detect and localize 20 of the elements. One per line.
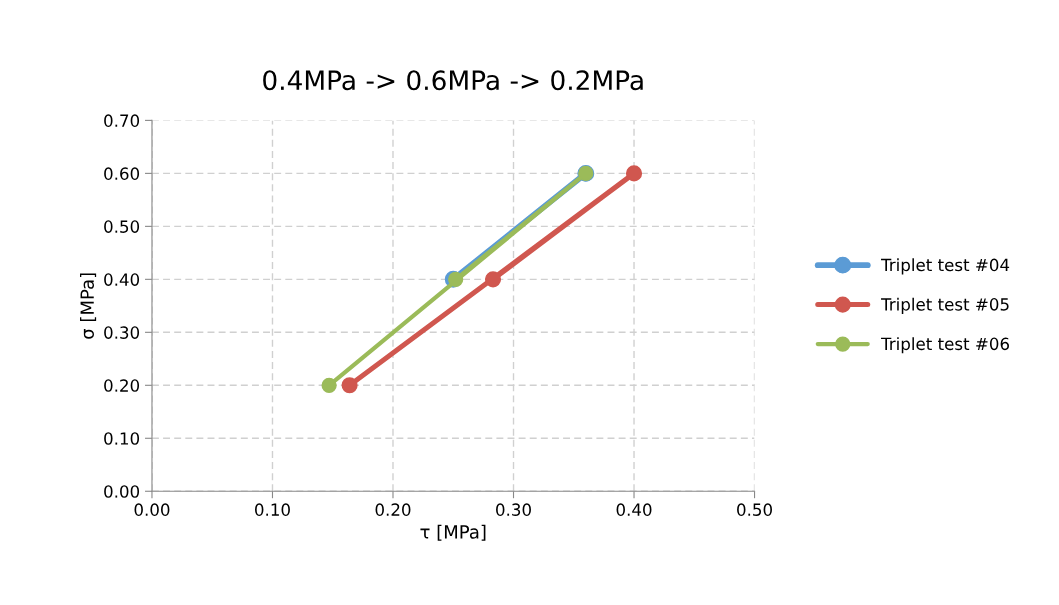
x-tick-label: 0.50 xyxy=(737,503,772,516)
x-tick-label: 0.00 xyxy=(134,503,170,516)
legend-label: Triplet test #06 xyxy=(881,337,1010,354)
y-tick-label: 0.00 xyxy=(104,485,140,498)
x-axis-title: τ [MPa] xyxy=(420,524,486,541)
y-tick-label: 0.40 xyxy=(104,273,140,286)
x-tick-label: 0.40 xyxy=(616,503,652,516)
y-tick-label: 0.20 xyxy=(104,379,140,392)
y-tick-label: 0.50 xyxy=(104,220,140,233)
y-tick-label: 0.30 xyxy=(104,326,140,339)
y-tick-label: 0.70 xyxy=(104,114,140,127)
x-tick-label: 0.30 xyxy=(496,503,531,516)
legend-label: Triplet test #04 xyxy=(881,258,1010,275)
y-tick-label: 0.10 xyxy=(104,432,140,445)
x-tick-label: 0.20 xyxy=(375,503,411,516)
legend-label: Triplet test #05 xyxy=(881,297,1009,314)
x-tick-label: 0.10 xyxy=(255,503,290,516)
y-axis-title: σ [MPa] xyxy=(80,273,97,339)
y-tick-label: 0.60 xyxy=(104,167,140,180)
chart-title: 0.4MPa -> 0.6MPa -> 0.2MPa xyxy=(263,70,643,91)
